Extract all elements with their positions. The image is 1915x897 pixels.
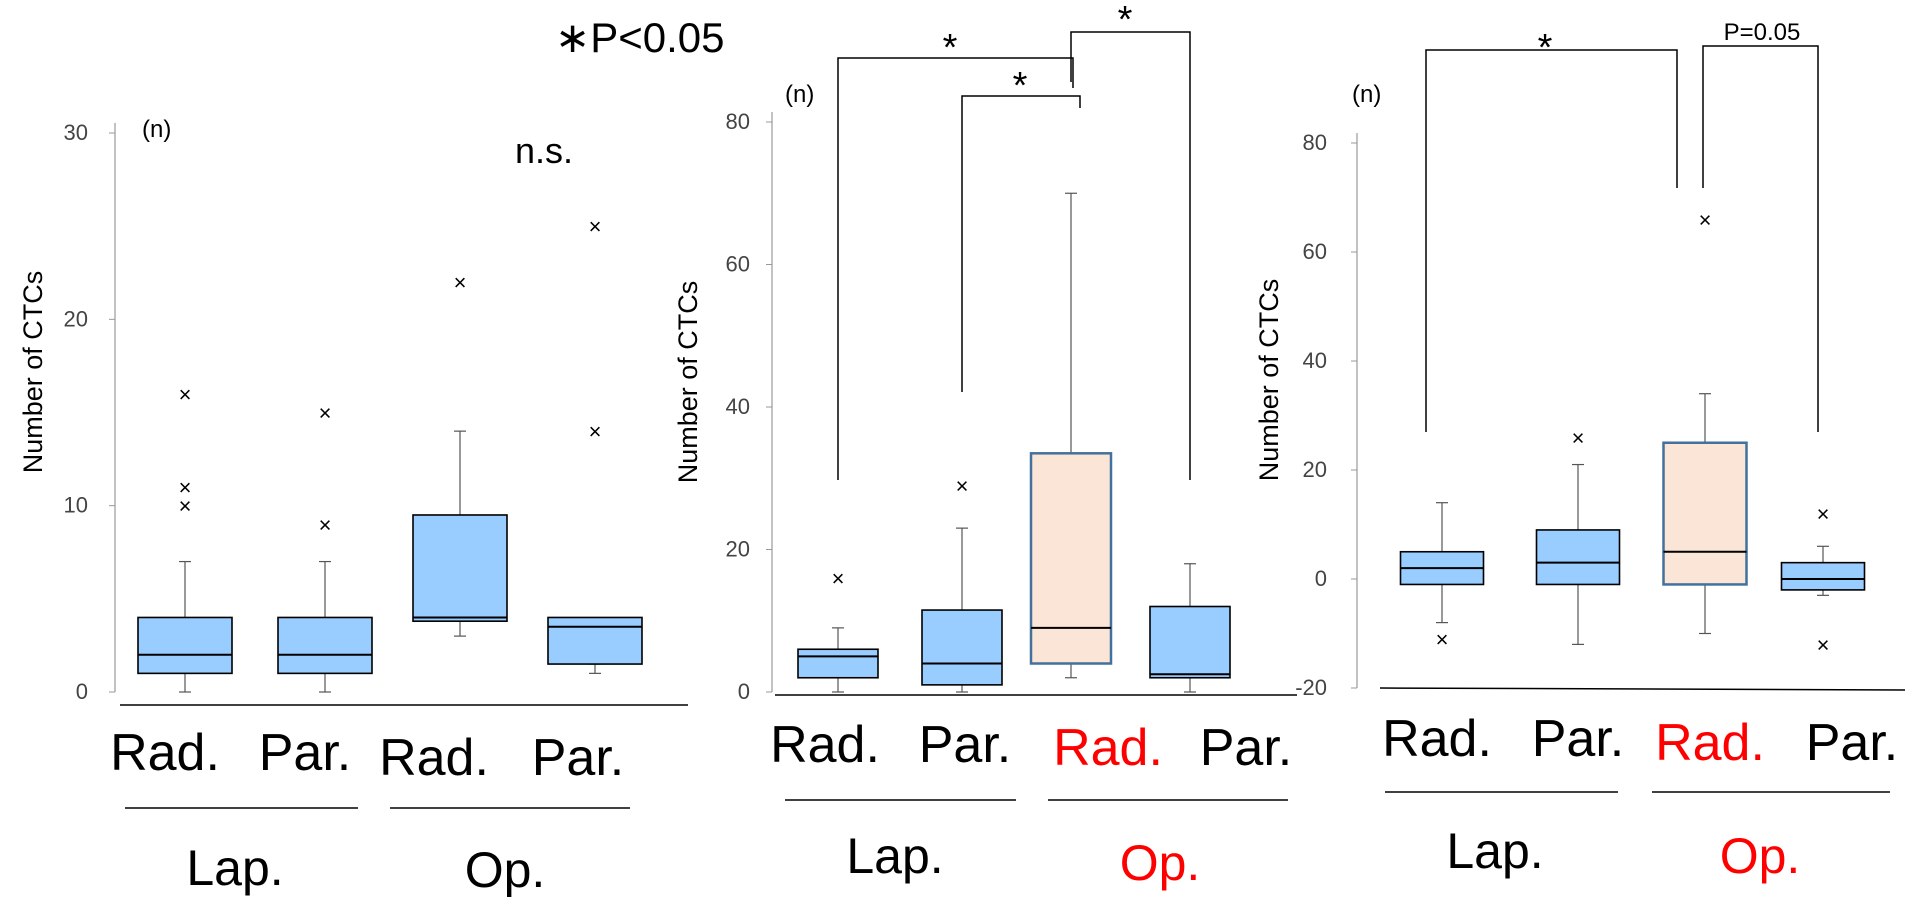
panel-2-category-label: Par. [919, 716, 1012, 774]
panel-3-outlier-marker: × [1817, 502, 1830, 527]
panel-2-axis: 0 20 40 60 80 [726, 109, 1297, 704]
panel-1-outlier-marker: × [179, 475, 192, 500]
panel-3-outlier-marker: × [1817, 632, 1830, 657]
panel-2-bracket-lines [837, 57, 1074, 480]
panel-3-significance-brackets: * P=0.05 [1425, 19, 1819, 432]
panel-1-outlier-marker: × [589, 214, 602, 239]
panel-1-n-label: (n) [142, 116, 171, 143]
panel-1-category-label: Par. [259, 724, 352, 782]
panel-3-boxes: × × × × × [1399, 207, 1866, 657]
panel-1-outlier-marker: × [319, 401, 332, 426]
panel-2-y-tick-label: 0 [738, 679, 750, 704]
panel-3-y-tick-label: 80 [1303, 130, 1327, 155]
panel-2-ylabel: Number of CTCs [673, 281, 703, 484]
panel-3-outlier-marker: × [1436, 627, 1449, 652]
panel-2-category-label: Rad. [770, 716, 880, 774]
panel-2-box [1029, 452, 1113, 665]
panel-1-outlier-marker: × [179, 382, 192, 407]
panel-3-bracket-label: * [1538, 27, 1553, 69]
panel-2-bracket-label: * [943, 27, 958, 69]
panel-1-outlier-marker: × [319, 512, 332, 537]
panel-2-outlier-marker: × [956, 473, 969, 498]
panel-3-ylabel: Number of CTCs [1254, 279, 1284, 482]
panel-1-boxes: ×××××××× [137, 214, 643, 693]
panel-3-y-tick-label: 0 [1315, 566, 1327, 591]
panel-2-box [797, 648, 879, 679]
panel-1-y-tick-label: 20 [64, 306, 88, 331]
panel-3-box [1780, 561, 1866, 591]
panel-2-y-tick-label: 60 [726, 252, 750, 277]
panel-3-bracket-lines [1702, 45, 1819, 432]
panel-2-group-label: Lap. [846, 828, 943, 884]
panel-1-category-label: Rad. [110, 724, 220, 782]
panel-1-box [277, 616, 373, 675]
panel-3-n-label: (n) [1352, 81, 1381, 108]
panel-1-category-label: Par. [532, 729, 625, 787]
panel-3-outlier-marker: × [1699, 207, 1712, 232]
panel-2-category-label: Par. [1200, 719, 1293, 777]
panel-2-boxes: ×× [797, 192, 1231, 693]
panel-3-bracket-lines [1425, 49, 1678, 432]
panel-3-category-label: Rad. [1655, 714, 1765, 772]
panel-3-outlier-marker: × [1572, 425, 1585, 450]
panel-3-category-label: Rad. [1382, 710, 1492, 768]
panel-1-axis: 0 10 20 30 [64, 120, 688, 706]
panel-2-significance-brackets: * * * [837, 0, 1191, 480]
panel-2-box [1149, 605, 1231, 679]
significance-note: ∗P<0.05 [555, 14, 724, 61]
panel-2-y-tick-label: 20 [726, 537, 750, 562]
panel-3-group-label: Lap. [1446, 823, 1543, 879]
panel-2-n-label: (n) [785, 81, 814, 108]
panel-3-y-tick-label: 20 [1303, 457, 1327, 482]
panel-2-category-labels: Rad. Par. Rad. Par. [770, 716, 1292, 777]
panel-1-y-tick-label: 30 [64, 120, 88, 145]
panel-1-y-tick-label: 0 [76, 679, 88, 704]
panel-1-y-tick-label: 10 [64, 493, 88, 518]
panel-3-box [1535, 529, 1621, 586]
panel-3-y-tick-label: 40 [1303, 348, 1327, 373]
panel-2-category-label: Rad. [1053, 719, 1163, 777]
panel-1-box [137, 616, 233, 675]
panel-2-bracket-lines [961, 95, 1081, 392]
panel-2-bracket-lines [1070, 31, 1191, 480]
panel-1-outlier-marker: × [179, 494, 192, 519]
panel-3-x-axis-line [1379, 687, 1906, 691]
panel-1-outlier-marker: × [454, 270, 467, 295]
panel-3-box [1662, 441, 1748, 586]
panel-1-annotation: n.s. [515, 130, 573, 171]
panel-2-y-tick-label: 40 [726, 394, 750, 419]
panel-3-y-tick-label: 60 [1303, 239, 1327, 264]
panel-2-outlier-marker: × [832, 566, 845, 591]
panel-1-group-label: Lap. [186, 840, 283, 896]
panel-3: Number of CTCs (n) -20 0 20 40 60 80 × × × × × * … [1254, 19, 1906, 884]
panel-1-box [412, 514, 508, 622]
panel-3-category-label: Par. [1806, 714, 1899, 772]
panel-2-box [921, 609, 1003, 686]
panel-3-axis: -20 0 20 40 60 80 [1295, 130, 1906, 700]
panel-1-category-labels: Rad. Par. Rad. Par. [110, 724, 624, 787]
panel-3-group-label: Op. [1720, 828, 1801, 884]
panel-3-bracket-label: P=0.05 [1724, 19, 1801, 46]
panel-2-group-label: Op. [1120, 835, 1201, 891]
panel-1-ylabel: Number of CTCs [18, 271, 48, 474]
panel-2-bracket-label: * [1013, 65, 1028, 107]
panel-1-group-label: Op. [465, 842, 546, 897]
panel-1-outlier-marker: × [589, 419, 602, 444]
panel-2-y-tick-label: 80 [726, 109, 750, 134]
panel-1-category-label: Rad. [379, 729, 489, 787]
panel-1-box [547, 616, 643, 665]
panel-3-category-labels: Rad. Par. Rad. Par. [1382, 710, 1898, 772]
panel-3-y-tick-label: -20 [1295, 675, 1327, 700]
panel-3-category-label: Par. [1532, 710, 1625, 768]
panel-2-bracket-label: * [1118, 0, 1133, 41]
